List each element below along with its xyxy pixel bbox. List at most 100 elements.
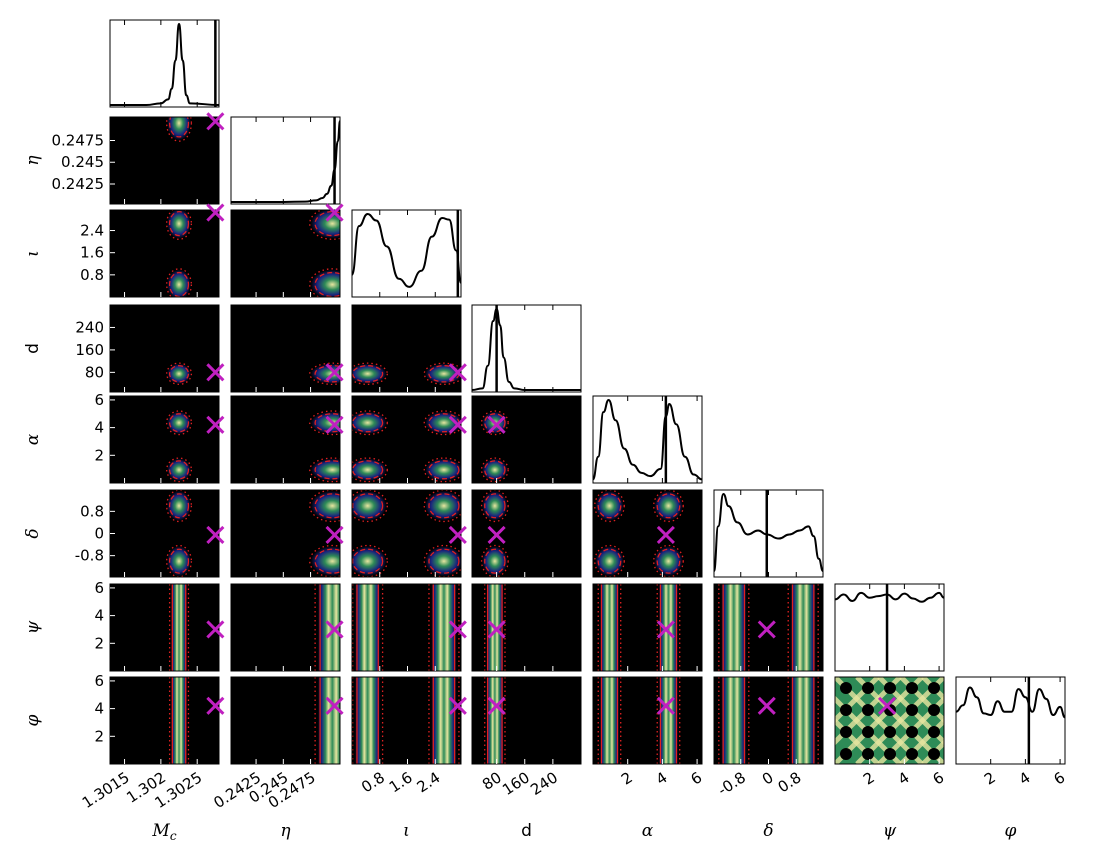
joint-panel-Mc-iota bbox=[110, 210, 219, 297]
injection-marker bbox=[487, 525, 506, 544]
y-tick-label-psi: 6 bbox=[94, 579, 104, 597]
joint-panel-frame bbox=[834, 676, 945, 765]
y-tick-label-alpha: 2 bbox=[94, 446, 104, 464]
x-tick-label-psi: 6 bbox=[929, 768, 947, 788]
joint-panel-frame bbox=[471, 583, 582, 672]
x-axis-label-alpha: α bbox=[642, 821, 654, 841]
marginal-panel-iota bbox=[351, 209, 462, 298]
x-axis-label-Mc: Mc bbox=[151, 821, 176, 843]
y-tick-label-iota: 1.6 bbox=[80, 244, 104, 262]
joint-panel-frame bbox=[230, 304, 341, 393]
x-tick-label-alpha: 2 bbox=[618, 768, 636, 788]
injection-marker bbox=[206, 525, 225, 544]
joint-panel-frame bbox=[109, 395, 220, 484]
injection-marker bbox=[877, 696, 897, 715]
y-tick-label-d: 160 bbox=[75, 341, 104, 359]
x-tick-label-iota: 0.8 bbox=[358, 768, 388, 796]
marginal-panel-d bbox=[471, 304, 582, 393]
injection-marker bbox=[448, 620, 467, 639]
injection-marker bbox=[325, 696, 344, 715]
x-tick-label-alpha: 4 bbox=[653, 768, 671, 788]
joint-panel-Mc-phi bbox=[110, 677, 219, 764]
joint-panel-eta-iota bbox=[231, 210, 340, 297]
x-tick-label-delta: 0 bbox=[759, 768, 777, 788]
joint-panel-frame bbox=[230, 676, 341, 765]
joint-panel-eta-delta bbox=[231, 490, 340, 577]
joint-panel-delta-phi bbox=[714, 677, 823, 764]
x-axis-label-d: d bbox=[521, 821, 532, 841]
injection-marker bbox=[656, 525, 675, 544]
x-axis-label-delta: δ bbox=[763, 821, 773, 841]
marginal-panel-delta bbox=[713, 489, 824, 578]
x-tick-label-delta: -0.8 bbox=[715, 768, 749, 799]
marginal-panel-eta bbox=[230, 116, 341, 205]
marginal-curve-Mc bbox=[110, 22, 219, 107]
joint-panel-frame bbox=[592, 489, 703, 578]
injection-marker bbox=[325, 620, 344, 639]
joint-panel-frame bbox=[230, 395, 341, 484]
y-tick-label-delta: 0 bbox=[94, 525, 104, 543]
joint-panel-frame bbox=[109, 116, 220, 205]
joint-panel-eta-alpha bbox=[231, 396, 340, 483]
marginal-curve-iota bbox=[352, 212, 461, 288]
x-tick-label-phi: 6 bbox=[1050, 768, 1068, 788]
corner-plot-panels: 1.30151.3021.3025Mc0.24250.2450.2475η0.8… bbox=[23, 19, 1068, 843]
injection-marker bbox=[757, 696, 776, 715]
y-axis-label-eta: η bbox=[23, 155, 43, 166]
y-tick-label-alpha: 4 bbox=[94, 419, 104, 437]
y-tick-label-eta: 0.2425 bbox=[52, 175, 105, 193]
injection-marker bbox=[325, 415, 344, 434]
y-tick-label-d: 240 bbox=[75, 318, 104, 336]
injection-marker bbox=[757, 620, 776, 639]
y-tick-label-d: 80 bbox=[85, 363, 104, 381]
x-tick-label-d: 80 bbox=[479, 768, 505, 793]
x-tick-label-delta: 0.8 bbox=[775, 768, 805, 796]
x-axis-label-eta: η bbox=[280, 821, 291, 841]
x-axis-label-psi: ψ bbox=[883, 821, 897, 841]
injection-marker bbox=[487, 415, 506, 434]
joint-panel-eta-phi bbox=[231, 677, 340, 764]
x-tick-label-iota: 2.4 bbox=[414, 768, 444, 796]
marginal-curve-eta bbox=[231, 120, 340, 203]
y-tick-label-delta: 0.8 bbox=[80, 502, 104, 520]
joint-panel-Mc-eta bbox=[110, 117, 219, 204]
y-axis-label-iota: ι bbox=[23, 250, 43, 257]
injection-marker bbox=[448, 525, 467, 544]
marginal-curve-alpha bbox=[593, 398, 702, 481]
x-tick-label-iota: 1.6 bbox=[386, 768, 416, 796]
injection-marker bbox=[325, 525, 344, 544]
injection-marker bbox=[206, 363, 225, 382]
marginal-curve-phi bbox=[956, 686, 1065, 719]
y-axis-label-phi: φ bbox=[23, 714, 43, 726]
x-tick-label-phi: 2 bbox=[981, 768, 999, 788]
joint-panel-iota-d bbox=[352, 305, 461, 392]
y-axis-label-delta: δ bbox=[23, 528, 43, 538]
joint-panel-d-phi bbox=[472, 677, 581, 764]
joint-panel-Mc-alpha bbox=[110, 396, 219, 483]
x-axis-label-phi: φ bbox=[1005, 821, 1017, 841]
joint-panel-frame bbox=[471, 395, 582, 484]
joint-panel-frame bbox=[109, 676, 220, 765]
x-tick-label-d: 240 bbox=[527, 768, 561, 799]
joint-panel-frame bbox=[109, 304, 220, 393]
joint-panel-frame bbox=[230, 209, 341, 298]
y-tick-label-eta: 0.2475 bbox=[52, 131, 105, 149]
joint-panel-frame bbox=[592, 676, 703, 765]
x-tick-label-alpha: 6 bbox=[687, 768, 705, 788]
injection-marker bbox=[206, 203, 225, 222]
joint-panel-frame bbox=[471, 489, 582, 578]
injection-marker bbox=[656, 696, 675, 715]
injection-marker bbox=[325, 363, 344, 382]
joint-panel-iota-delta bbox=[352, 490, 461, 577]
joint-panel-iota-alpha bbox=[352, 396, 461, 483]
joint-panel-psi-phi bbox=[835, 677, 944, 764]
joint-panel-Mc-psi bbox=[110, 584, 219, 671]
injection-marker bbox=[487, 696, 506, 715]
marginal-curve-d bbox=[472, 307, 581, 391]
joint-panel-frame bbox=[230, 489, 341, 578]
x-tick-label-psi: 2 bbox=[860, 768, 878, 788]
y-tick-label-psi: 4 bbox=[94, 607, 104, 625]
injection-marker bbox=[206, 112, 225, 131]
joint-panel-Mc-delta bbox=[110, 490, 219, 577]
